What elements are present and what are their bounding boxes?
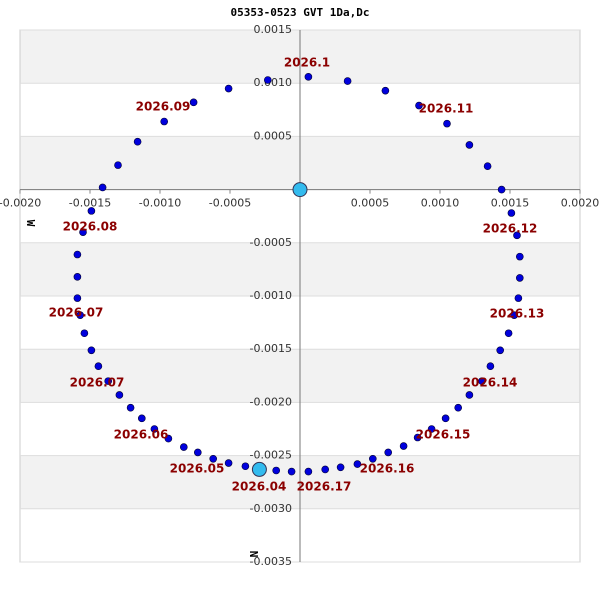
- point: [87, 346, 96, 355]
- point: [209, 454, 217, 463]
- point: [496, 346, 505, 355]
- point: [478, 377, 486, 385]
- point: [427, 425, 436, 433]
- point: [384, 448, 393, 457]
- point: [343, 77, 352, 85]
- x-tick-label: 0.0010: [421, 197, 460, 210]
- annotation: 2026.17: [297, 480, 352, 494]
- point: [454, 403, 463, 412]
- annotation: 2026.06: [114, 428, 169, 442]
- y-tick-label: 0.0005: [254, 129, 293, 142]
- point: [98, 183, 107, 192]
- point: [381, 86, 390, 95]
- point: [194, 448, 202, 457]
- highlight-point: [251, 461, 267, 477]
- point: [304, 467, 313, 476]
- point: [497, 185, 506, 194]
- annotation: 2026.09: [136, 100, 191, 114]
- x-axis-label: W: [24, 220, 37, 227]
- point: [304, 73, 313, 81]
- y-tick-label: -0.0005: [250, 236, 292, 249]
- annotation: 2026.12: [483, 222, 538, 236]
- annotation: 2026.1: [284, 56, 330, 70]
- y-tick-label: -0.0020: [250, 395, 292, 408]
- point: [94, 362, 103, 371]
- point: [515, 274, 524, 282]
- point: [115, 391, 124, 399]
- point: [164, 434, 173, 443]
- chart-title: 05353-0523 GVT 1Da,Dc: [230, 6, 369, 19]
- annotation: 2026.04: [232, 480, 287, 494]
- point: [160, 117, 168, 126]
- point: [73, 273, 82, 281]
- x-tick-label: -0.0005: [209, 197, 251, 210]
- point: [465, 391, 474, 399]
- point: [465, 141, 474, 149]
- point: [272, 466, 281, 475]
- y-tick-label: -0.0025: [250, 449, 292, 462]
- y-tick-label: -0.0010: [250, 289, 292, 302]
- point: [79, 228, 87, 236]
- y-tick-label: -0.0035: [250, 555, 292, 568]
- y-tick-label: 0.0010: [254, 76, 293, 89]
- highlight-point: [292, 182, 308, 198]
- point: [114, 161, 122, 169]
- point: [443, 119, 451, 128]
- y-tick-label: 0.0015: [254, 23, 293, 36]
- y-tick-label: -0.0030: [250, 502, 292, 515]
- point: [399, 442, 408, 450]
- point: [80, 329, 89, 338]
- point: [138, 414, 146, 423]
- point: [104, 377, 112, 385]
- annotation: 2026.16: [360, 462, 415, 476]
- point: [180, 443, 188, 451]
- point: [514, 294, 523, 302]
- point: [483, 162, 492, 170]
- point: [353, 460, 362, 468]
- x-tick-label: -0.0020: [0, 197, 41, 210]
- annotation: 2026.05: [170, 462, 225, 476]
- annotation: 2026.07: [49, 306, 104, 320]
- point: [504, 329, 513, 338]
- point: [263, 76, 272, 84]
- point: [441, 414, 450, 423]
- x-tick-label: -0.0015: [69, 197, 111, 210]
- point: [413, 433, 422, 442]
- point: [486, 362, 495, 371]
- point: [87, 207, 96, 215]
- annotation: 2026.14: [463, 376, 518, 390]
- point: [368, 454, 377, 463]
- x-tick-label: 0.0020: [561, 197, 600, 210]
- point: [507, 209, 516, 217]
- x-tick-label: 0.0005: [351, 197, 390, 210]
- y-tick-label: -0.0015: [250, 342, 292, 355]
- x-tick-label: -0.0010: [139, 197, 181, 210]
- x-tick-label: 0.0015: [491, 197, 530, 210]
- y-axis-label: N: [247, 551, 260, 558]
- point: [241, 462, 250, 471]
- point: [126, 403, 135, 412]
- point: [73, 294, 82, 302]
- point: [224, 84, 233, 93]
- point: [150, 425, 159, 433]
- point: [224, 459, 233, 467]
- annotation: 2026.08: [63, 220, 118, 234]
- point: [133, 137, 142, 146]
- annotation: 2026.11: [419, 102, 474, 116]
- point: [73, 250, 82, 259]
- point: [336, 463, 345, 472]
- point: [515, 252, 524, 261]
- point: [510, 311, 519, 319]
- point: [415, 101, 423, 110]
- annotation: 2026.15: [416, 428, 471, 442]
- annotation: 2026.07: [70, 376, 125, 390]
- point: [189, 98, 198, 107]
- point: [76, 311, 84, 319]
- annotation: 2026.13: [490, 307, 545, 321]
- point: [513, 231, 521, 240]
- point: [321, 465, 330, 474]
- point: [287, 467, 296, 476]
